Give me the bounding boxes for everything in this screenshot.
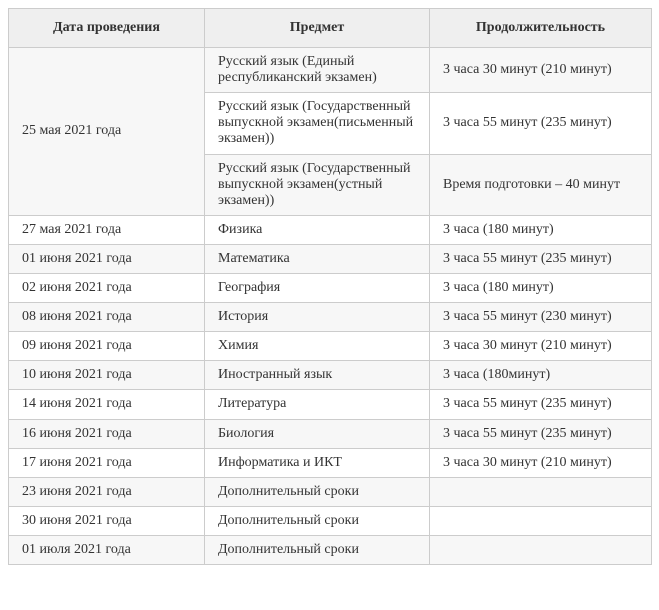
table-row: 08 июня 2021 года История 3 часа 55 мину… [8, 302, 652, 333]
duration-cell: 3 часа 30 минут (210 минут) [429, 47, 652, 94]
duration-cell [429, 476, 652, 507]
date-cell: 10 июня 2021 года [8, 360, 205, 391]
table-row: 30 июня 2021 года Дополнительный сроки [8, 505, 652, 536]
duration-cell: 3 часа 55 минут (235 минут) [429, 418, 652, 449]
duration-cell: 3 часа (180минут) [429, 360, 652, 391]
subject-cell: Химия [204, 331, 430, 362]
duration-cell: 3 часа 30 минут (210 минут) [429, 331, 652, 362]
date-cell: 01 июня 2021 года [8, 243, 205, 275]
table-row: 23 июня 2021 года Дополнительный сроки [8, 476, 652, 507]
subject-cell: Иностранный язык [204, 360, 430, 391]
subject-cell: Физика [204, 214, 430, 245]
table-row: 01 июля 2021 года Дополнительный сроки [8, 534, 652, 565]
table-row: 02 июня 2021 года География 3 часа (180 … [8, 273, 652, 304]
table-row: 10 июня 2021 года Иностранный язык 3 час… [8, 360, 652, 391]
table-row: 17 июня 2021 года Информатика и ИКТ 3 ча… [8, 447, 652, 478]
table-row: 14 июня 2021 года Литература 3 часа 55 м… [8, 389, 652, 420]
subject-cell: Русский язык (Государственный выпускной … [204, 153, 430, 216]
date-cell: 25 мая 2021 года [8, 47, 205, 216]
duration-cell: Время подготовки – 40 минут [429, 153, 652, 216]
date-cell: 14 июня 2021 года [8, 389, 205, 420]
subject-cell: Литература [204, 389, 430, 420]
duration-cell: 3 часа 55 минут (235 минут) [429, 92, 652, 155]
duration-cell: 3 часа 55 минут (230 минут) [429, 302, 652, 333]
table-row: 01 июня 2021 года Математика 3 часа 55 м… [8, 243, 652, 275]
duration-cell: 3 часа (180 минут) [429, 214, 652, 245]
duration-cell: 3 часа 55 минут (235 минут) [429, 243, 652, 275]
header-cell-duration: Продолжительность [429, 7, 652, 49]
date-cell: 30 июня 2021 года [8, 505, 205, 536]
table-row: 27 мая 2021 года Физика 3 часа (180 мину… [8, 214, 652, 245]
duration-cell: 3 часа 55 минут (235 минут) [429, 389, 652, 420]
header-cell-date: Дата проведения [8, 7, 205, 49]
subject-cell: Информатика и ИКТ [204, 447, 430, 478]
subject-cell: История [204, 302, 430, 333]
date-cell: 27 мая 2021 года [8, 214, 205, 245]
subject-cell: Биология [204, 418, 430, 449]
date-cell: 02 июня 2021 года [8, 273, 205, 304]
date-cell: 23 июня 2021 года [8, 476, 205, 507]
subject-cell: Математика [204, 243, 430, 275]
header-cell-subject: Предмет [204, 7, 430, 49]
subject-cell: Дополнительный сроки [204, 476, 430, 507]
table-row: Русский язык (Государственный выпускной … [8, 92, 652, 155]
duration-cell: 3 часа 30 минут (210 минут) [429, 447, 652, 478]
table-body: 25 мая 2021 года Русский язык (Единый ре… [8, 47, 652, 565]
date-cell: 01 июля 2021 года [8, 534, 205, 565]
duration-cell [429, 505, 652, 536]
subject-cell: Дополнительный сроки [204, 534, 430, 565]
subject-cell: Русский язык (Единый республиканский экз… [204, 47, 430, 94]
duration-cell [429, 534, 652, 565]
date-cell: 08 июня 2021 года [8, 302, 205, 333]
table-row: 16 июня 2021 года Биология 3 часа 55 мин… [8, 418, 652, 449]
date-cell: 16 июня 2021 года [8, 418, 205, 449]
subject-cell: Дополнительный сроки [204, 505, 430, 536]
table-header: Дата проведения Предмет Продолжительност… [8, 7, 652, 49]
subject-cell: География [204, 273, 430, 304]
date-cell: 09 июня 2021 года [8, 331, 205, 362]
date-cell: 17 июня 2021 года [8, 447, 205, 478]
table-row: 09 июня 2021 года Химия 3 часа 30 минут … [8, 331, 652, 362]
subject-cell: Русский язык (Государственный выпускной … [204, 92, 430, 155]
duration-cell: 3 часа (180 минут) [429, 273, 652, 304]
table-row: 25 мая 2021 года Русский язык (Единый ре… [8, 47, 652, 216]
exam-schedule-table: Дата проведения Предмет Продолжительност… [8, 7, 652, 565]
header-row: Дата проведения Предмет Продолжительност… [8, 7, 652, 49]
table-row: Русский язык (Государственный выпускной … [8, 153, 652, 216]
